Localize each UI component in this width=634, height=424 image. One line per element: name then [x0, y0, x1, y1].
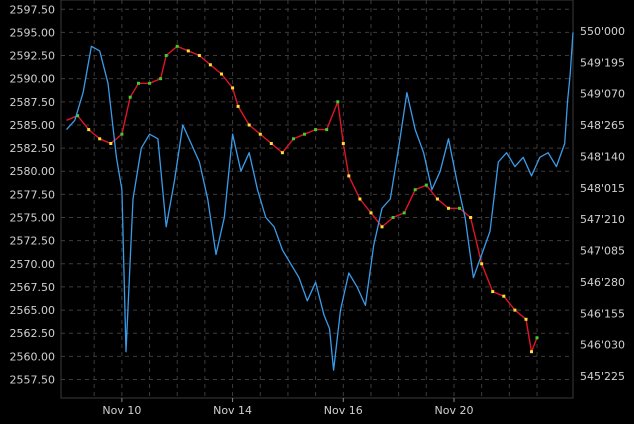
right-axis-tick: 547'210 [580, 213, 625, 226]
right-axis: 550'000 549'195 549'070 548'265 548'140 548'0… [580, 25, 625, 383]
right-axis-tick: 545'225 [580, 370, 625, 383]
right-axis-tick: 549'070 [580, 88, 625, 101]
left-axis-tick: 2597.50 [10, 3, 56, 16]
price-candle [303, 132, 306, 136]
blue-series-line [66, 32, 574, 371]
price-candle [220, 72, 223, 76]
left-axis-tick: 2565.00 [10, 304, 56, 317]
price-candle [469, 216, 473, 219]
price-candle [413, 188, 417, 192]
left-axis-tick: 2592.50 [10, 50, 56, 63]
price-candle [280, 151, 284, 155]
left-axis-tick: 2590.00 [10, 73, 56, 86]
right-axis-tick: 546'280 [580, 276, 625, 289]
price-candle [513, 308, 517, 312]
right-axis-tick: 550'000 [580, 25, 625, 38]
left-axis-tick: 2580.00 [10, 165, 56, 178]
left-axis-tick: 2557.50 [10, 373, 56, 386]
left-axis-tick: 2582.50 [10, 142, 56, 155]
left-axis-tick: 2567.50 [10, 281, 56, 294]
price-candle [336, 100, 340, 104]
left-axis-tick: 2595.00 [10, 26, 56, 39]
x-axis-tick: Nov 14 [213, 404, 252, 417]
price-candle [314, 128, 318, 132]
price-candle [98, 137, 102, 141]
x-axis-tick: Nov 20 [435, 404, 474, 417]
price-candle [175, 44, 179, 48]
grid [61, 0, 573, 398]
price-candle [391, 216, 395, 219]
left-axis: 2597.50 2595.00 2592.50 2590.00 2587.50 2585.… [10, 3, 56, 386]
price-candle [341, 142, 345, 145]
price-candle [87, 128, 91, 132]
price-candle [186, 49, 190, 53]
price-candle [120, 132, 124, 136]
price-candle [325, 128, 329, 132]
price-candle [109, 142, 113, 145]
price-candle [524, 317, 528, 321]
price-candle [128, 95, 132, 99]
price-candle [530, 350, 533, 354]
price-candle [502, 294, 506, 298]
price-candle [447, 206, 450, 210]
right-axis-tick: 548'265 [580, 119, 625, 132]
price-candle [292, 137, 295, 141]
left-axis-tick: 2587.50 [10, 96, 56, 109]
price-candle [208, 63, 212, 67]
price-candle [435, 197, 439, 201]
price-candle [347, 174, 351, 178]
series-layer [66, 32, 574, 371]
price-candle [535, 336, 539, 340]
price-candle [137, 81, 140, 85]
price-candle [269, 142, 273, 145]
price-candle [258, 132, 262, 136]
right-axis-tick: 548'140 [580, 150, 625, 163]
left-axis-tick: 2577.50 [10, 188, 56, 201]
price-candle [491, 290, 495, 294]
price-candle [480, 262, 484, 266]
price-candle [236, 104, 240, 108]
right-axis-tick: 549'195 [580, 56, 625, 69]
right-axis-tick: 546'155 [580, 307, 625, 320]
price-candle [458, 206, 461, 210]
price-candle [197, 54, 201, 57]
price-candle [424, 183, 428, 187]
price-candle [231, 86, 235, 90]
x-axis-tick: Nov 10 [102, 404, 141, 417]
price-candle [369, 211, 373, 215]
price-candle [76, 114, 80, 118]
left-axis-tick: 2572.50 [10, 235, 56, 248]
left-axis-tick: 2560.00 [10, 350, 56, 363]
right-axis-tick: 546'030 [580, 339, 625, 352]
left-axis-tick: 2570.00 [10, 258, 56, 271]
price-candle [358, 197, 362, 201]
price-candle [159, 77, 163, 81]
price-candle [380, 225, 384, 229]
price-candle [148, 81, 152, 85]
left-axis-tick: 2585.00 [10, 119, 56, 132]
price-candle [402, 211, 406, 215]
plot-area [60, 0, 574, 399]
x-axis-tick: Nov 16 [324, 404, 363, 417]
x-axis: Nov 10 Nov 14 Nov 16 Nov 20 [102, 398, 473, 417]
price-candle [164, 54, 168, 57]
left-axis-tick: 2562.50 [10, 327, 56, 340]
price-candle [247, 123, 251, 127]
right-axis-tick: 547'085 [580, 245, 625, 258]
left-axis-tick: 2575.00 [10, 212, 56, 225]
right-axis-tick: 548'015 [580, 182, 625, 195]
